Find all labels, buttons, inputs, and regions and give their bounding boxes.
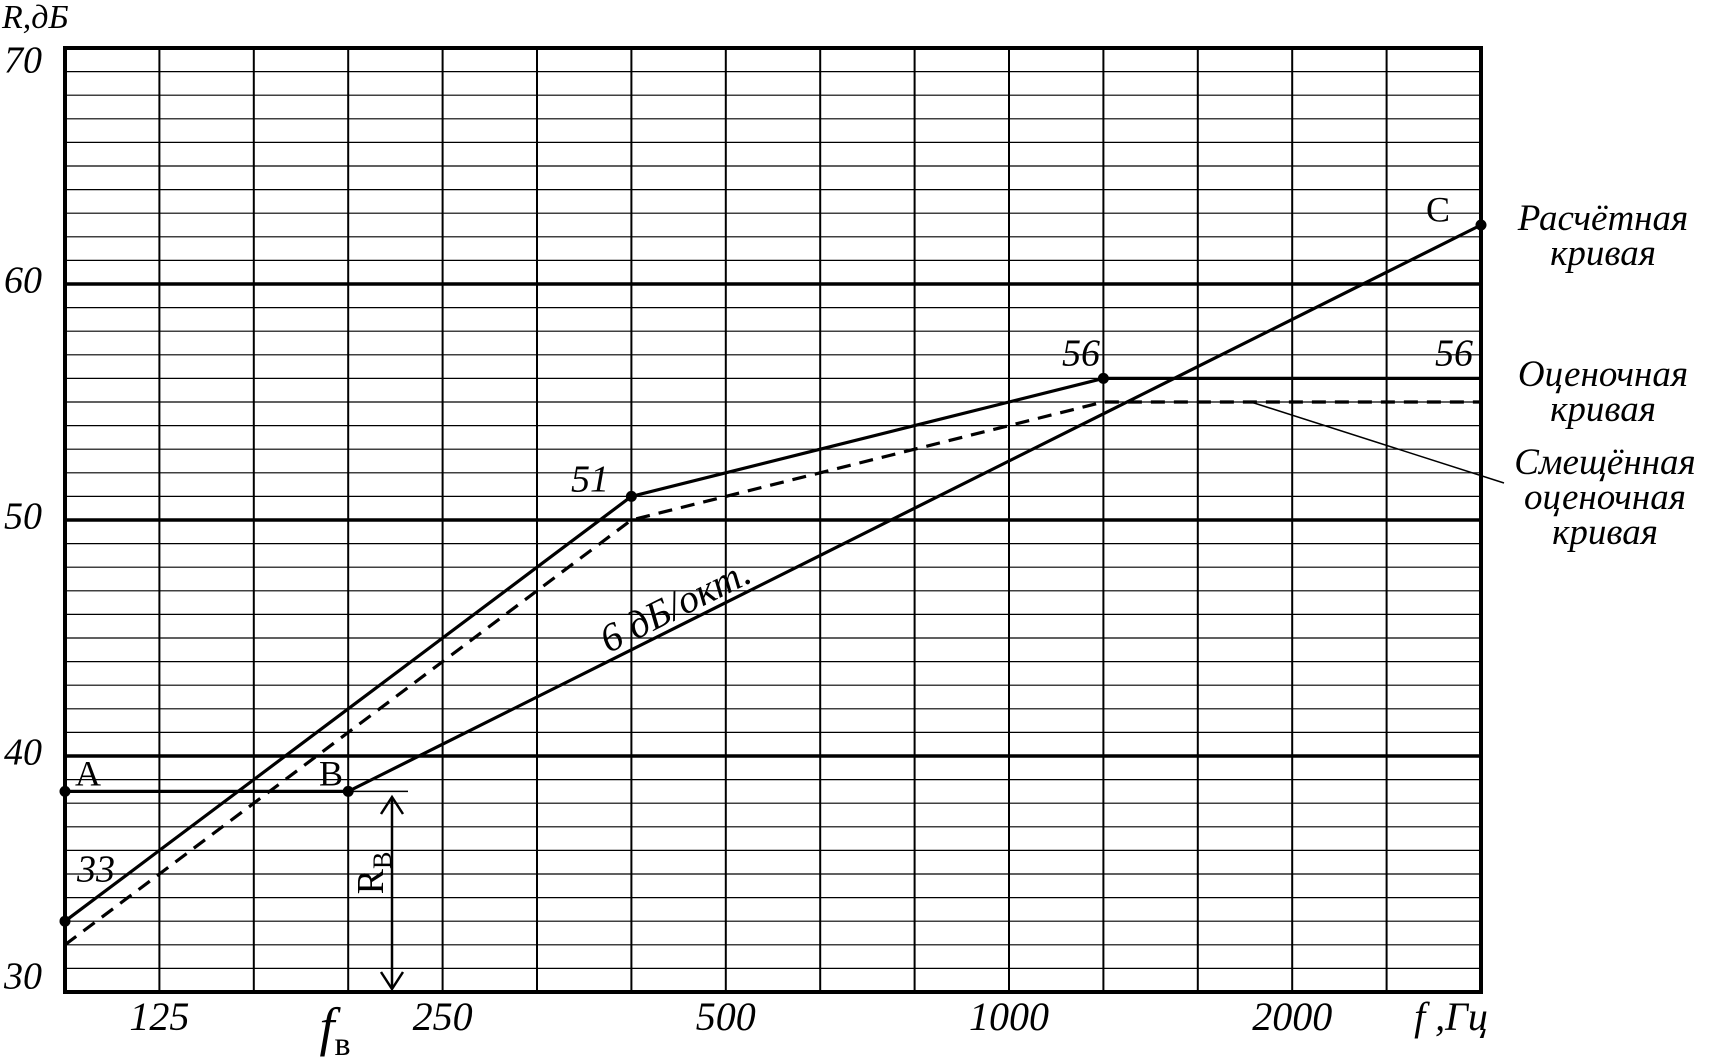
point-marker [1475, 219, 1487, 231]
y-tick-label: 30 [3, 956, 42, 998]
point-marker [1097, 372, 1109, 384]
x-axis-label: f ,Гц [1414, 994, 1488, 1039]
legend-entry: Оценочная кривая [1517, 354, 1689, 430]
point-marker [59, 915, 71, 927]
slope-label: 6 дБ/окт. [592, 549, 758, 662]
value-label: 51 [571, 459, 609, 501]
point-label: A [75, 753, 101, 793]
y-tick-label: 50 [4, 496, 42, 538]
y-tick-label: 70 [4, 40, 42, 82]
series-line [65, 223, 1482, 794]
y-tick-label: 60 [4, 260, 42, 302]
legend-entry: Смещённая оценочная кривая [1514, 442, 1696, 553]
rb-label: RВ [350, 852, 397, 895]
fb-sub: в [334, 1026, 350, 1060]
value-label: 33 [76, 849, 115, 891]
series-line [64, 400, 1481, 947]
fb-label: fв [319, 997, 350, 1060]
leader-line [1250, 401, 1505, 484]
point-marker [625, 490, 637, 502]
point-label: B [319, 753, 343, 793]
value-label: 56 [1435, 333, 1473, 375]
arrow-head [379, 971, 405, 992]
x-tick-label: 1000 [969, 994, 1049, 1039]
rb-main: R [350, 868, 392, 894]
x-tick-label: 125 [129, 994, 189, 1039]
value-label: 56 [1062, 333, 1100, 375]
rb-sub: В [368, 852, 397, 869]
point-marker [342, 785, 354, 797]
point-label: C [1426, 189, 1450, 229]
x-tick-label: 250 [413, 994, 473, 1039]
series-line [64, 376, 1481, 923]
arrow-head [379, 794, 405, 815]
y-axis-label: R,дБ [1, 0, 69, 36]
point-marker [59, 785, 71, 797]
x-tick-label: 500 [696, 994, 756, 1039]
legend-entry: Расчётная кривая [1517, 198, 1689, 274]
y-tick-label: 40 [4, 732, 42, 774]
x-tick-label: 2000 [1252, 994, 1332, 1039]
plot-frame [63, 46, 1483, 994]
